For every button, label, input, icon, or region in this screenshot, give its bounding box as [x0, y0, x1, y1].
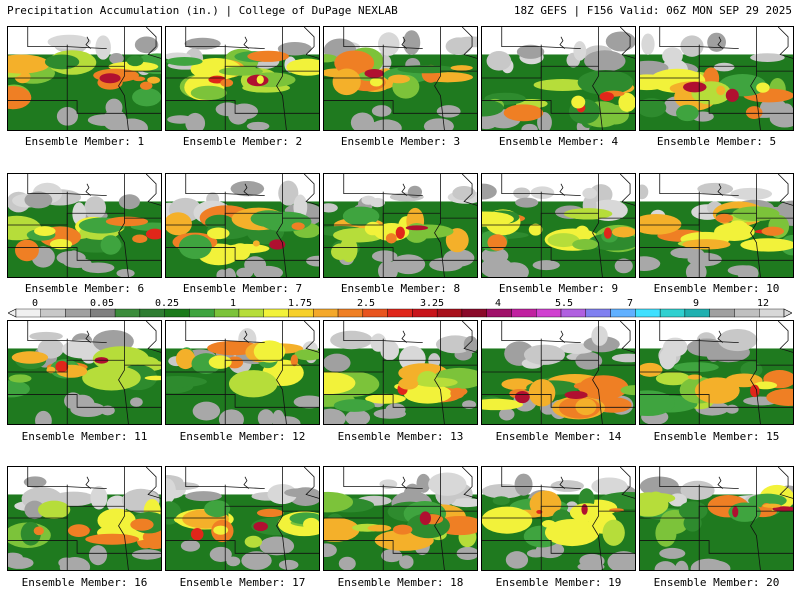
ensemble-map-panel	[481, 320, 636, 425]
ensemble-member-label: Ensemble Member: 4	[498, 135, 619, 148]
colorbar-swatch	[189, 308, 215, 318]
ensemble-map-panel	[7, 320, 162, 425]
colorbar-swatch	[139, 308, 165, 318]
colorbar-swatch	[114, 308, 141, 318]
ensemble-map-panel	[481, 173, 636, 278]
ensemble-member-label: Ensemble Member: 3	[340, 135, 461, 148]
colorbar-tick-label: 7	[626, 298, 634, 309]
ensemble-map-panel	[165, 320, 320, 425]
colorbar-swatch	[734, 308, 760, 318]
ensemble-member-label: Ensemble Member: 20	[653, 576, 780, 589]
map-title: Precipitation Accumulation (in.) | Colle…	[7, 4, 398, 17]
colorbar-swatch	[263, 308, 289, 318]
colorbar-swatch	[759, 308, 785, 318]
colorbar-swatch	[288, 308, 314, 318]
colorbar-tick-label: 12	[756, 298, 770, 309]
colorbar-swatch	[238, 308, 264, 318]
ensemble-map-panel	[323, 26, 478, 131]
ensemble-map-panel	[7, 26, 162, 131]
ensemble-member-label: Ensemble Member: 12	[179, 430, 306, 443]
colorbar-swatch	[337, 308, 364, 318]
colorbar-swatch	[313, 308, 339, 318]
ensemble-member-label: Ensemble Member: 18	[337, 576, 464, 589]
ensemble-map-panel	[639, 320, 794, 425]
colorbar-tick-label: 0	[31, 298, 39, 309]
colorbar-tick-label: 0.05	[89, 298, 115, 309]
ensemble-member-label: Ensemble Member: 2	[182, 135, 303, 148]
colorbar-swatch	[635, 308, 661, 318]
colorbar-tick-label: 3.25	[419, 298, 445, 309]
colorbar-tick-label: 4	[494, 298, 502, 309]
colorbar-swatch	[90, 308, 116, 318]
colorbar-swatch	[15, 308, 41, 318]
valid-time-title: 18Z GEFS | F156 Valid: 06Z MON SEP 29 20…	[513, 4, 792, 17]
colorbar-swatch	[461, 308, 487, 318]
ensemble-map-panel	[7, 173, 162, 278]
ensemble-member-label: Ensemble Member: 16	[21, 576, 148, 589]
ensemble-member-label: Ensemble Member: 19	[495, 576, 622, 589]
ensemble-member-label: Ensemble Member: 1	[24, 135, 145, 148]
colorbar-swatch	[585, 308, 611, 318]
colorbar-swatch	[164, 308, 190, 318]
ensemble-member-label: Ensemble Member: 13	[337, 430, 464, 443]
ensemble-member-label: Ensemble Member: 5	[656, 135, 777, 148]
ensemble-map-panel	[639, 173, 794, 278]
colorbar-tick-label: 2.5	[356, 298, 376, 309]
ensemble-member-label: Ensemble Member: 11	[21, 430, 148, 443]
ensemble-map-panel	[639, 466, 794, 571]
colorbar-tick-label: 9	[692, 298, 700, 309]
ensemble-map-panel	[165, 466, 320, 571]
colorbar-swatch	[511, 308, 537, 318]
colorbar-swatch	[436, 308, 463, 318]
ensemble-member-label: Ensemble Member: 15	[653, 430, 780, 443]
colorbar-swatch	[412, 308, 438, 318]
colorbar-swatch	[610, 308, 636, 318]
colorbar-swatch	[40, 308, 66, 318]
colorbar-tick-label: 5.5	[554, 298, 574, 309]
colorbar-swatch	[387, 308, 413, 318]
colorbar-swatch	[659, 308, 686, 318]
colorbar-swatch	[684, 308, 710, 318]
colorbar-swatch	[486, 308, 512, 318]
ensemble-member-label: Ensemble Member: 8	[340, 282, 461, 295]
ensemble-member-label: Ensemble Member: 17	[179, 576, 306, 589]
colorbar-tick-label: 1	[229, 298, 237, 309]
ensemble-map-panel	[165, 26, 320, 131]
colorbar-tick-label: 1.75	[287, 298, 313, 309]
precipitation-colorbar	[8, 308, 792, 318]
ensemble-map-panel	[481, 26, 636, 131]
ensemble-map-panel	[481, 466, 636, 571]
ensemble-map-panel	[7, 466, 162, 571]
ensemble-map-panel	[323, 320, 478, 425]
colorbar-swatch	[709, 308, 735, 318]
colorbar-tick-label: 0.25	[154, 298, 180, 309]
ensemble-member-label: Ensemble Member: 6	[24, 282, 145, 295]
colorbar-swatch	[65, 308, 91, 318]
ensemble-member-label: Ensemble Member: 14	[495, 430, 622, 443]
ensemble-member-label: Ensemble Member: 9	[498, 282, 619, 295]
colorbar-swatch	[213, 308, 240, 318]
ensemble-map-panel	[323, 466, 478, 571]
ensemble-map-panel	[323, 173, 478, 278]
colorbar-swatch	[536, 308, 562, 318]
ensemble-member-label: Ensemble Member: 10	[653, 282, 780, 295]
colorbar-swatch	[560, 308, 587, 318]
ensemble-member-label: Ensemble Member: 7	[182, 282, 303, 295]
ensemble-map-panel	[165, 173, 320, 278]
ensemble-map-panel	[639, 26, 794, 131]
colorbar-swatch	[362, 308, 388, 318]
